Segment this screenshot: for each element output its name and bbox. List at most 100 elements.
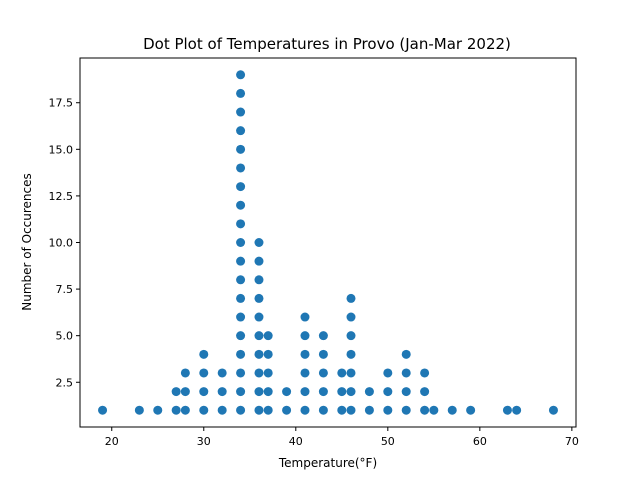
- data-point: [217, 387, 227, 397]
- data-point: [236, 368, 246, 378]
- data-point: [254, 312, 264, 322]
- data-point: [263, 331, 273, 341]
- data-point: [236, 163, 246, 173]
- data-point: [420, 405, 430, 415]
- data-point: [171, 387, 181, 397]
- axis-ticks: 20 30 40 50 60 70 2.5 5.0 7.5 10.0 12.5 15.0 17.5: [49, 97, 579, 448]
- data-point: [512, 405, 522, 415]
- data-point: [383, 387, 393, 397]
- data-point: [401, 368, 411, 378]
- data-point: [300, 331, 310, 341]
- data-point: [383, 405, 393, 415]
- x-tick-label: 30: [197, 435, 211, 448]
- data-point: [199, 368, 209, 378]
- data-point: [263, 368, 273, 378]
- y-tick-label: 12.5: [49, 190, 74, 203]
- data-point: [180, 387, 190, 397]
- y-tick-label: 10.0: [49, 237, 74, 250]
- data-points: [98, 70, 558, 415]
- data-point: [236, 200, 246, 210]
- data-point: [217, 405, 227, 415]
- data-point: [180, 405, 190, 415]
- y-tick-label: 5.0: [56, 330, 74, 343]
- data-point: [180, 368, 190, 378]
- data-point: [236, 70, 246, 80]
- data-point: [300, 312, 310, 322]
- data-point: [236, 405, 246, 415]
- data-point: [346, 312, 356, 322]
- data-point: [254, 387, 264, 397]
- data-point: [263, 349, 273, 359]
- plot-frame: [79, 57, 577, 428]
- data-point: [318, 368, 328, 378]
- data-point: [263, 387, 273, 397]
- data-point: [429, 405, 439, 415]
- data-point: [153, 405, 163, 415]
- data-point: [401, 387, 411, 397]
- data-point: [254, 275, 264, 285]
- data-point: [282, 387, 292, 397]
- data-point: [254, 368, 264, 378]
- data-point: [318, 331, 328, 341]
- data-point: [282, 405, 292, 415]
- data-point: [300, 387, 310, 397]
- data-point: [236, 349, 246, 359]
- data-point: [236, 331, 246, 341]
- chart-title: Dot Plot of Temperatures in Provo (Jan-M…: [143, 35, 511, 53]
- data-point: [300, 349, 310, 359]
- data-point: [364, 405, 374, 415]
- y-tick-label: 7.5: [56, 283, 74, 296]
- data-point: [420, 387, 430, 397]
- data-point: [318, 405, 328, 415]
- data-point: [254, 293, 264, 303]
- y-tick-label: 17.5: [49, 97, 74, 110]
- data-point: [236, 144, 246, 154]
- x-tick-label: 70: [565, 435, 579, 448]
- data-point: [364, 387, 374, 397]
- y-tick-label: 2.5: [56, 376, 74, 389]
- x-tick-label: 60: [473, 435, 487, 448]
- data-point: [420, 368, 430, 378]
- data-point: [236, 387, 246, 397]
- data-point: [318, 349, 328, 359]
- data-point: [236, 312, 246, 322]
- data-point: [401, 349, 411, 359]
- data-point: [346, 349, 356, 359]
- data-point: [318, 387, 328, 397]
- data-point: [199, 349, 209, 359]
- data-point: [466, 405, 476, 415]
- data-point: [199, 405, 209, 415]
- data-point: [254, 405, 264, 415]
- data-point: [300, 368, 310, 378]
- data-point: [346, 293, 356, 303]
- data-point: [548, 405, 558, 415]
- data-point: [199, 387, 209, 397]
- data-point: [447, 405, 457, 415]
- data-point: [236, 126, 246, 136]
- data-point: [346, 368, 356, 378]
- data-point: [337, 405, 347, 415]
- y-tick-label: 15.0: [49, 143, 74, 156]
- data-point: [383, 368, 393, 378]
- data-point: [254, 349, 264, 359]
- data-point: [346, 405, 356, 415]
- data-point: [171, 405, 181, 415]
- data-point: [236, 107, 246, 117]
- data-point: [236, 293, 246, 303]
- data-point: [236, 256, 246, 266]
- data-point: [217, 368, 227, 378]
- data-point: [254, 331, 264, 341]
- data-point: [263, 405, 273, 415]
- data-point: [337, 387, 347, 397]
- x-tick-label: 50: [381, 435, 395, 448]
- data-point: [300, 405, 310, 415]
- data-point: [236, 275, 246, 285]
- data-point: [254, 238, 264, 247]
- data-point: [346, 387, 356, 397]
- data-point: [236, 88, 246, 98]
- data-point: [502, 405, 512, 415]
- data-point: [337, 368, 347, 378]
- data-point: [236, 219, 246, 229]
